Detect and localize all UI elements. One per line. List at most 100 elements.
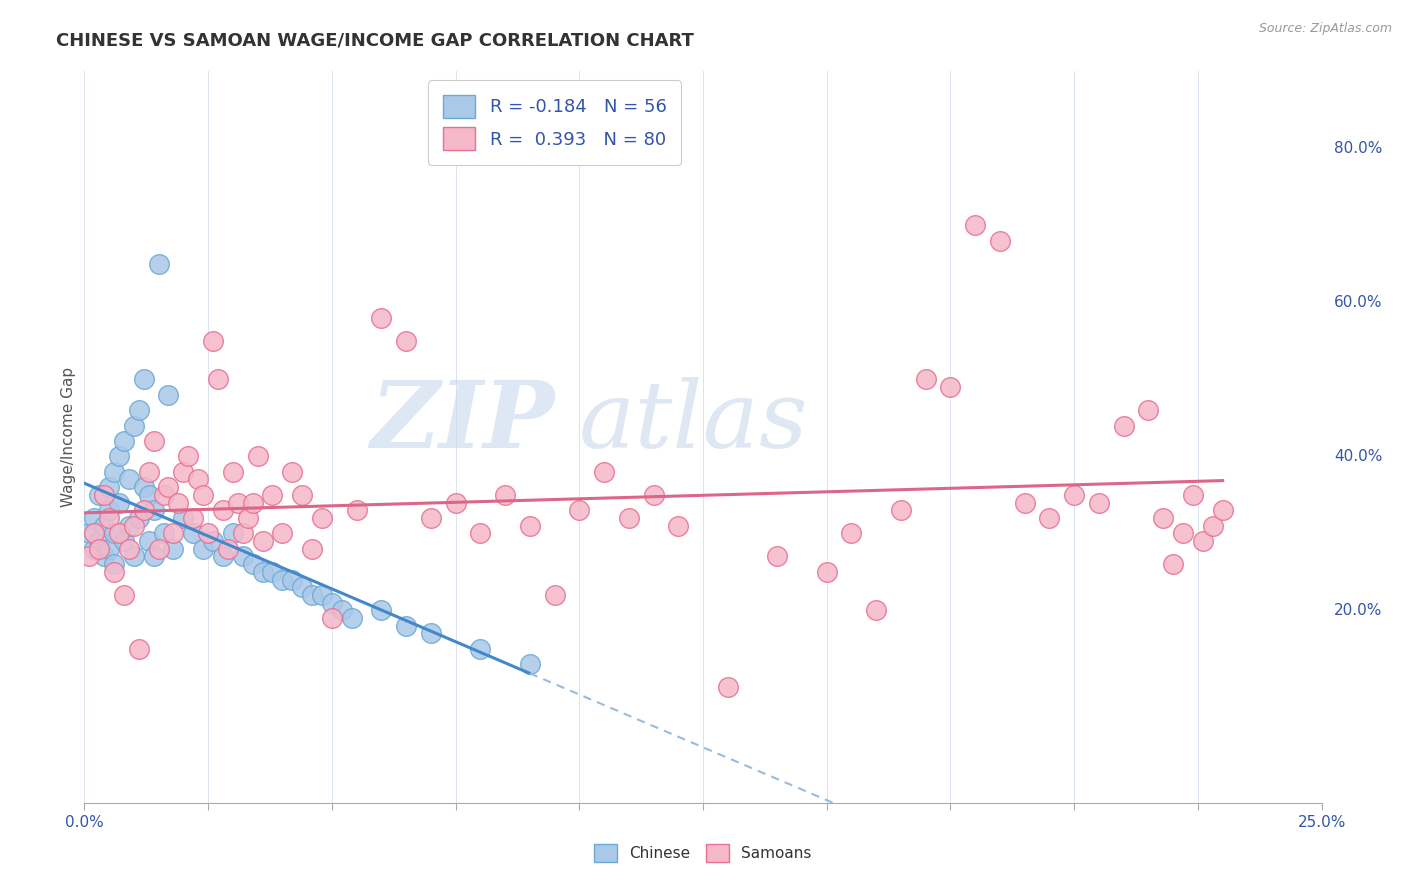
Point <box>470 526 492 541</box>
Point <box>118 518 141 533</box>
Point <box>419 511 441 525</box>
Point <box>419 626 441 640</box>
Point <box>519 518 541 533</box>
Point <box>444 495 467 509</box>
Point <box>98 541 121 556</box>
Point <box>79 526 101 541</box>
Point <box>232 526 254 541</box>
Text: ZIP: ZIP <box>370 377 554 467</box>
Point <box>766 549 789 564</box>
Point <box>138 465 160 479</box>
Point <box>321 611 343 625</box>
Point <box>246 450 269 464</box>
Point <box>118 472 141 486</box>
Point <box>177 450 200 464</box>
Point <box>1161 557 1184 571</box>
Point <box>89 488 111 502</box>
Point <box>252 565 274 579</box>
Point <box>191 541 214 556</box>
Point <box>93 518 115 533</box>
Point <box>717 681 740 695</box>
Point <box>965 219 987 233</box>
Point <box>242 495 264 509</box>
Point <box>167 495 190 509</box>
Text: 60.0%: 60.0% <box>1334 295 1382 310</box>
Point <box>470 641 492 656</box>
Point <box>301 541 323 556</box>
Point <box>89 534 111 549</box>
Point <box>395 334 418 348</box>
Point <box>83 511 105 525</box>
Text: 20.0%: 20.0% <box>1334 603 1382 618</box>
Point <box>291 488 314 502</box>
Point <box>103 565 125 579</box>
Point <box>108 495 131 509</box>
Point <box>89 541 111 556</box>
Point <box>142 549 165 564</box>
Point <box>395 618 418 632</box>
Point <box>841 526 863 541</box>
Point <box>346 503 368 517</box>
Point <box>108 450 131 464</box>
Point <box>865 603 887 617</box>
Text: CHINESE VS SAMOAN WAGE/INCOME GAP CORRELATION CHART: CHINESE VS SAMOAN WAGE/INCOME GAP CORREL… <box>56 31 695 49</box>
Point <box>172 465 194 479</box>
Y-axis label: Wage/Income Gap: Wage/Income Gap <box>60 367 76 508</box>
Point <box>330 603 353 617</box>
Point <box>217 541 239 556</box>
Point <box>252 534 274 549</box>
Point <box>79 549 101 564</box>
Point <box>311 588 333 602</box>
Point <box>370 310 392 325</box>
Point <box>1038 511 1060 525</box>
Point <box>162 541 184 556</box>
Point <box>593 465 616 479</box>
Point <box>197 526 219 541</box>
Point <box>181 526 204 541</box>
Point <box>519 657 541 672</box>
Point <box>103 465 125 479</box>
Point <box>340 611 363 625</box>
Point <box>617 511 640 525</box>
Point <box>142 434 165 448</box>
Point <box>890 503 912 517</box>
Point <box>132 372 155 386</box>
Point <box>301 588 323 602</box>
Point <box>172 511 194 525</box>
Point <box>108 526 131 541</box>
Point <box>112 534 135 549</box>
Point <box>83 526 105 541</box>
Point <box>1014 495 1036 509</box>
Point <box>93 488 115 502</box>
Point <box>212 549 235 564</box>
Point <box>152 526 174 541</box>
Point <box>271 526 294 541</box>
Legend: Chinese, Samoans: Chinese, Samoans <box>588 838 818 868</box>
Point <box>1202 518 1225 533</box>
Point <box>236 511 259 525</box>
Point <box>1181 488 1204 502</box>
Point <box>157 480 180 494</box>
Point <box>1137 403 1160 417</box>
Point <box>122 418 145 433</box>
Text: 80.0%: 80.0% <box>1334 141 1382 156</box>
Point <box>1112 418 1135 433</box>
Point <box>187 472 209 486</box>
Point <box>142 503 165 517</box>
Point <box>262 565 284 579</box>
Point <box>122 518 145 533</box>
Point <box>543 588 565 602</box>
Point <box>1063 488 1085 502</box>
Point <box>122 549 145 564</box>
Point <box>262 488 284 502</box>
Point <box>988 234 1011 248</box>
Point <box>128 511 150 525</box>
Text: Source: ZipAtlas.com: Source: ZipAtlas.com <box>1258 22 1392 36</box>
Point <box>128 641 150 656</box>
Point <box>152 488 174 502</box>
Point <box>112 588 135 602</box>
Point <box>202 534 225 549</box>
Point <box>132 480 155 494</box>
Point <box>128 403 150 417</box>
Point <box>112 434 135 448</box>
